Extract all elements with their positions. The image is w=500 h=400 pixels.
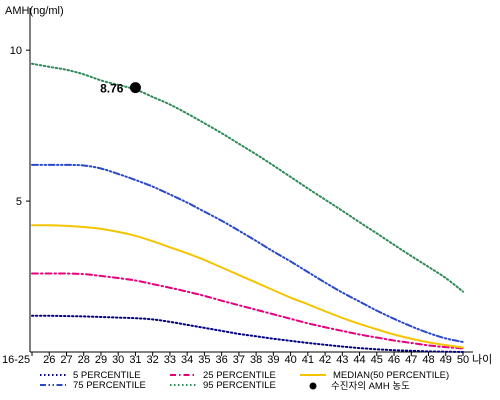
series-line-95-percentile — [31, 62, 464, 293]
x-tick-label: 29 — [95, 354, 107, 366]
x-tick-label: 44 — [353, 354, 365, 366]
x-tick-label: 41 — [302, 354, 314, 366]
x-axis-title: 나이 — [472, 353, 492, 366]
x-tick-label: 49 — [440, 354, 452, 366]
patient-point-label: 8.76 — [100, 82, 124, 96]
legend-label-patient: 수진자의 AMH 농도 — [331, 381, 410, 392]
x-tick-label: 50 — [457, 354, 469, 366]
x-tick-label: 40 — [284, 354, 296, 366]
legend-swatch-patient — [309, 382, 317, 390]
y-axis-title: AMH(ng/ml) — [5, 5, 64, 17]
y-tick-label: 5 — [16, 196, 22, 208]
x-tick-label: 33 — [164, 354, 176, 366]
x-tick-label: 37 — [233, 354, 245, 366]
legend-label-75-percentile: 75 PERCENTILE — [73, 380, 146, 391]
legend-label-median-50-percentile: MEDIAN(50 PERCENTILE) — [333, 370, 449, 381]
x-tick-label: 42 — [319, 354, 331, 366]
legend-label-25-percentile: 25 PERCENTILE — [203, 370, 276, 381]
patient-point-marker — [129, 82, 141, 94]
x-tick-label: 30 — [112, 354, 124, 366]
x-tick-label: 45 — [371, 354, 383, 366]
y-tick-label: 10 — [10, 45, 22, 57]
x-tick-label: 43 — [336, 354, 348, 366]
series-line-75-percentile — [31, 163, 464, 344]
x-tick-label: 31 — [129, 354, 141, 366]
x-tick-label: 32 — [147, 354, 159, 366]
x-tick-label: 46 — [388, 354, 400, 366]
chart-series — [31, 62, 464, 353]
x-tick-label: 36 — [216, 354, 228, 366]
x-tick-label: 38 — [250, 354, 262, 366]
legend-label-95-percentile: 95 PERCENTILE — [203, 380, 276, 391]
chart-axes: AMH(ng/ml) 나이 5 10 16-25 26 27 28 29 30 31 32 33 34 35… — [2, 5, 492, 366]
legend-label-5-percentile: 5 PERCENTILE — [73, 370, 141, 381]
series-line-25-percentile — [31, 272, 464, 350]
x-tick-label: 39 — [267, 354, 279, 366]
x-tick-label: 35 — [198, 354, 210, 366]
x-tick-label: 48 — [422, 354, 434, 366]
x-tick-label: 47 — [405, 354, 417, 366]
patient-marker-group: 8.76 — [100, 82, 141, 96]
x-tick-label: 28 — [78, 354, 90, 366]
chart-legend: 5 PERCENTILE 25 PERCENTILE MEDIAN(50 PERCE… — [40, 370, 449, 392]
x-tick-label: 16-25 — [2, 354, 30, 366]
x-tick-label: 34 — [181, 354, 193, 366]
series-line-5-percentile — [31, 314, 464, 353]
series-line-median-50-percentile — [31, 224, 464, 349]
x-tick-label: 26 — [43, 354, 55, 366]
x-tick-label: 27 — [60, 354, 72, 366]
